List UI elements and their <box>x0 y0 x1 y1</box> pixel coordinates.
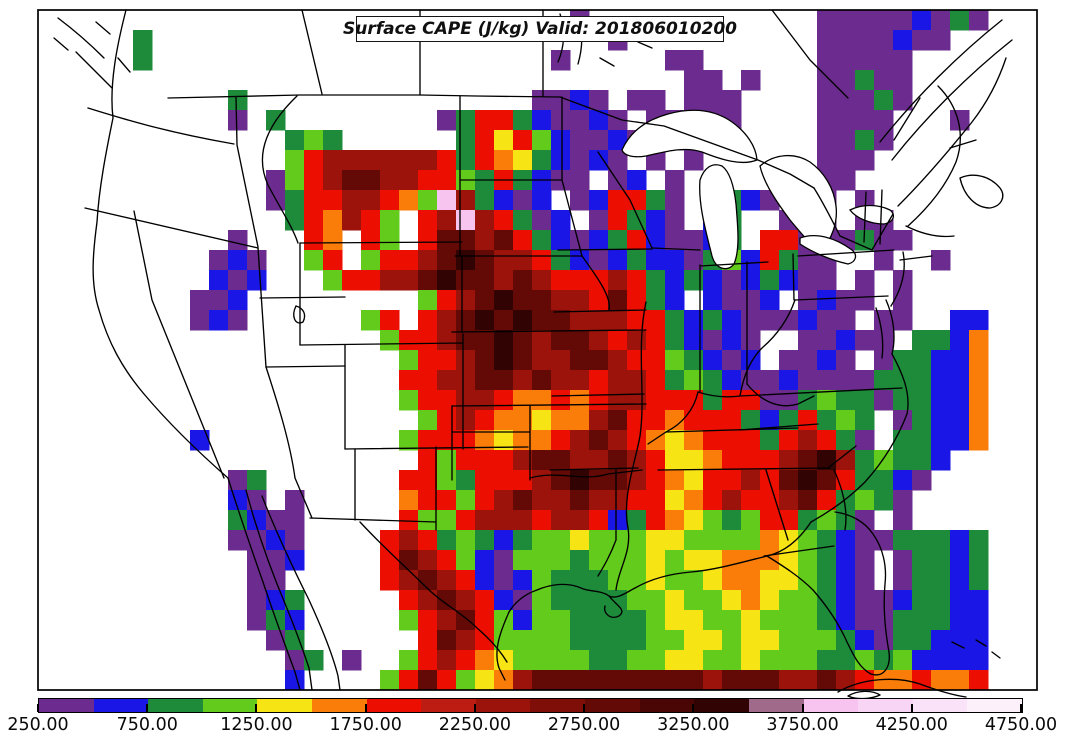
colorbar-tick-label: 750.00 <box>116 715 178 735</box>
colorbar-segment <box>858 699 913 712</box>
colorbar-tick-label: 3750.00 <box>766 715 839 735</box>
colorbar-tick-label: 1750.00 <box>329 715 402 735</box>
colorbar-segment <box>639 699 695 712</box>
colorbar-segment <box>585 699 640 712</box>
colorbar-tick-label: 2250.00 <box>438 715 512 735</box>
colorbar-tick-label: 1250.00 <box>220 715 293 735</box>
colorbar-segment <box>694 699 749 712</box>
colorbar-segment <box>202 699 258 712</box>
colorbar-segment <box>530 699 586 712</box>
colorbar <box>38 698 1023 713</box>
great-lakes <box>621 109 895 270</box>
colorbar-tick <box>37 704 39 712</box>
colorbar-segment <box>93 699 149 712</box>
colorbar-tick <box>255 704 258 712</box>
colorbar-tick <box>801 704 804 712</box>
plot-title: Surface CAPE (J/kg) Valid: 201806010200 <box>343 16 737 42</box>
colorbar-segment <box>148 699 203 712</box>
colorbar-tick <box>146 704 149 712</box>
colorbar-segment <box>748 699 804 712</box>
colorbar-segment <box>475 699 531 712</box>
colorbar-segment <box>967 699 1022 712</box>
colorbar-tick <box>364 704 367 712</box>
colorbar-tick <box>692 704 695 712</box>
colorbar-tick-label: 3250.00 <box>657 715 730 735</box>
colorbar-tick <box>473 704 476 712</box>
colorbar-tick <box>910 704 913 712</box>
colorbar-tick-label: 250.00 <box>7 715 69 735</box>
colorbar-segment <box>39 699 94 712</box>
map-frame <box>37 9 1038 691</box>
colorbar-tick <box>1020 704 1022 712</box>
colorbar-tick-label: 4750.00 <box>984 715 1058 735</box>
colorbar-segment <box>257 699 313 712</box>
colorbar-tick <box>583 704 586 712</box>
colorbar-tick-label: 2750.00 <box>547 715 621 735</box>
colorbar-segment <box>421 699 476 712</box>
colorbar-segment <box>912 699 968 712</box>
colorbar-segment <box>366 699 422 712</box>
colorbar-segment <box>312 699 367 712</box>
colorbar-segment <box>803 699 859 712</box>
colorbar-tick-label: 4250.00 <box>875 715 948 735</box>
coastlines-and-borders <box>53 9 1013 700</box>
